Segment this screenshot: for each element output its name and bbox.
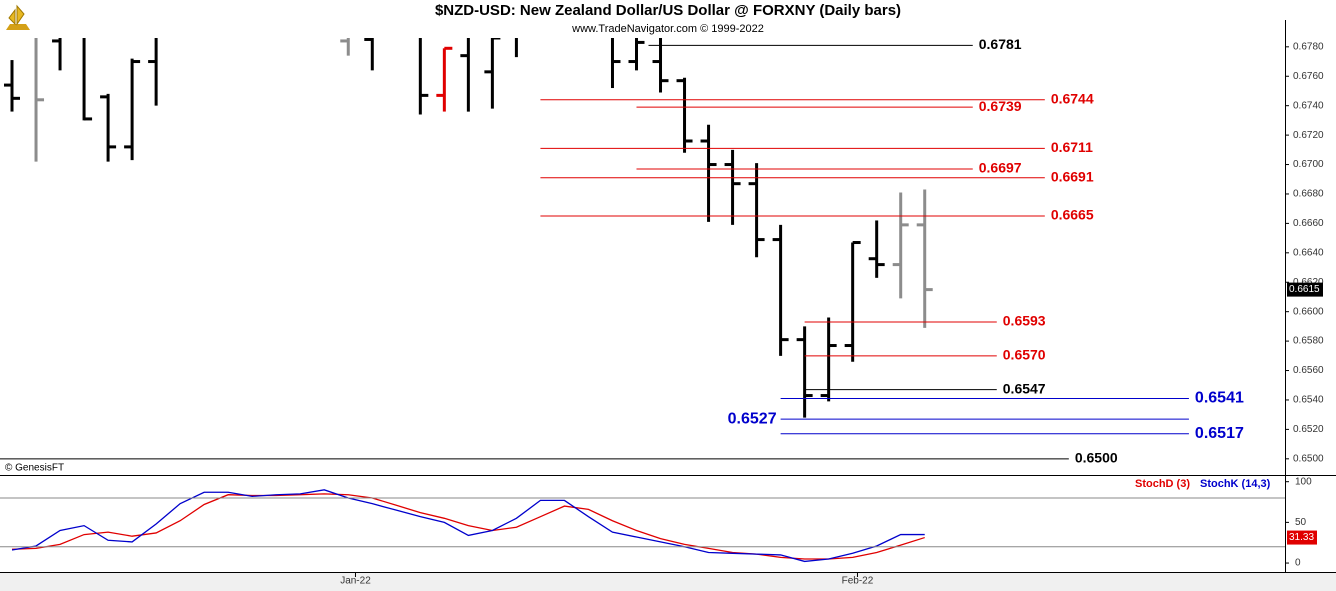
level-label: 0.6781 — [979, 36, 1022, 52]
level-label: 0.6547 — [1003, 380, 1046, 396]
y-tick-label: 50 — [1295, 517, 1307, 528]
y-tick-label: 0.6600 — [1293, 306, 1324, 317]
y-tick-label: 0.6720 — [1293, 130, 1324, 141]
last-value-box — [1287, 530, 1317, 545]
chart-title: $NZD-USD: New Zealand Dollar/US Dollar @… — [435, 2, 901, 19]
y-tick-label: 0.6500 — [1293, 453, 1324, 464]
stoch-line — [11, 493, 925, 560]
y-tick-label: 0.6760 — [1293, 71, 1324, 82]
time-axis-band — [0, 572, 1336, 591]
level-label: 0.6739 — [979, 98, 1022, 114]
legend-entry: StochD (3) — [1135, 478, 1190, 490]
y-tick-label: 0.6520 — [1293, 424, 1324, 435]
chart-subtitle: www.TradeNavigator.com © 1999-2022 — [571, 23, 764, 35]
level-label: 0.6697 — [979, 160, 1022, 176]
level-label: 0.6744 — [1051, 91, 1094, 107]
y-tick-label: 0.6660 — [1293, 218, 1324, 229]
y-tick-label: 0.6640 — [1293, 247, 1324, 258]
y-tick-label: 0.6540 — [1293, 395, 1324, 406]
last-price-box — [1287, 282, 1323, 297]
level-label: 0.6711 — [1051, 139, 1093, 155]
level-label: 0.6691 — [1051, 168, 1094, 184]
legend-entry: StochK (14,3) — [1200, 478, 1271, 490]
stoch-plot — [11, 489, 925, 563]
y-tick-label: 0.6780 — [1293, 41, 1324, 52]
level-label: 0.6527 — [728, 410, 777, 427]
last-price-label: 0.6615 — [1289, 284, 1320, 295]
y-tick-label: 0.6620 — [1293, 277, 1324, 288]
y-tick-label: 0.6740 — [1293, 100, 1324, 111]
y-tick-label: 100 — [1295, 476, 1312, 487]
level-label: 0.6665 — [1051, 207, 1094, 223]
level-label: 0.6570 — [1003, 347, 1046, 363]
price-plot — [4, 38, 933, 418]
logo — [6, 4, 30, 30]
credit: © GenesisFT — [5, 463, 64, 474]
last-value-label: 31.33 — [1289, 532, 1314, 543]
x-tick-label: Feb-22 — [842, 576, 874, 587]
y-tick-label: 0.6560 — [1293, 365, 1324, 376]
x-tick-label: Jan-22 — [340, 576, 371, 587]
y-tick-label: 0 — [1295, 558, 1301, 569]
level-label: 0.6593 — [1003, 313, 1046, 329]
y-tick-label: 0.6580 — [1293, 336, 1324, 347]
level-label: 0.6541 — [1195, 390, 1244, 407]
y-tick-label: 0.6680 — [1293, 189, 1324, 200]
y-tick-label: 0.6700 — [1293, 159, 1324, 170]
stoch-line — [11, 489, 925, 563]
level-label: 0.6500 — [1075, 450, 1118, 466]
level-label: 0.6517 — [1195, 425, 1244, 442]
